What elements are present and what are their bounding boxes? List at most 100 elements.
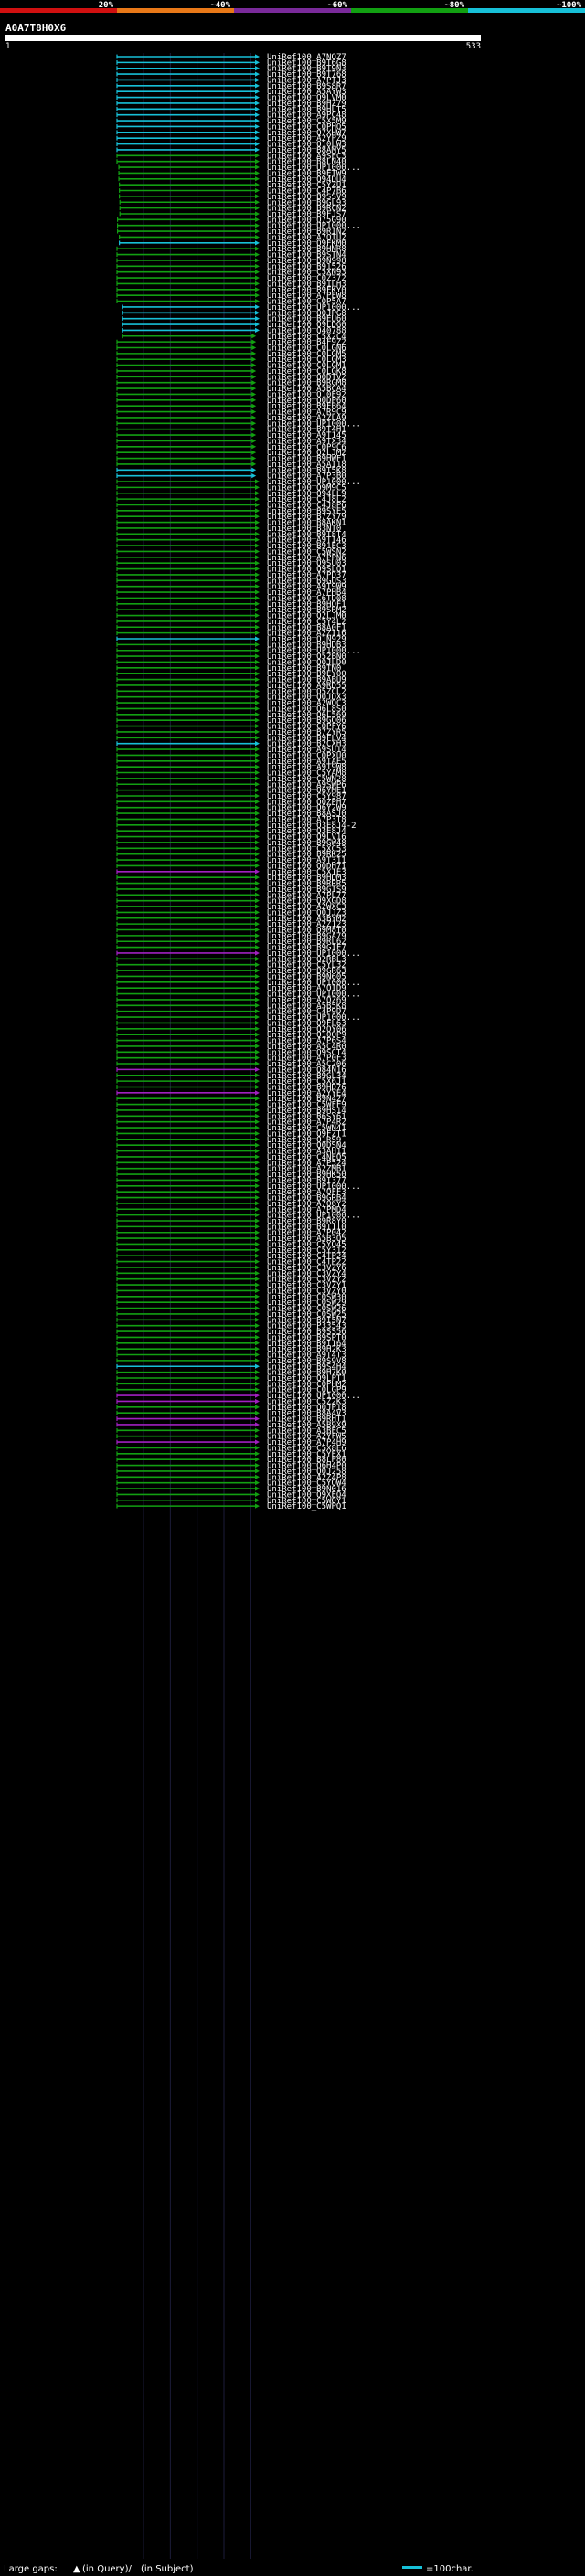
- hit-row[interactable]: UniRef100_A7PL77: [116, 891, 346, 900]
- hit-label[interactable]: UniRef100_B6SY61: [267, 1112, 346, 1121]
- hit-row[interactable]: UniRef100_B9RGM8: [116, 379, 346, 388]
- hit-label[interactable]: UniRef100_Q2RBL3: [267, 955, 346, 964]
- hit-row[interactable]: UniRef100_C5YAM8: [116, 769, 346, 779]
- hit-label[interactable]: UniRef100_UP1000...: [267, 1392, 361, 1401]
- hit-label[interactable]: UniRef100_C0P9C6: [267, 443, 346, 452]
- hit-row[interactable]: UniRef100_B9GRB4: [116, 1194, 346, 1203]
- hit-label[interactable]: UniRef100_Q9M9C5: [267, 483, 346, 493]
- hit-label[interactable]: UniRef100_Q9SLQ1: [267, 566, 346, 575]
- hit-label[interactable]: UniRef100_UP1000...: [267, 222, 361, 231]
- hit-row[interactable]: UniRef100_C5YQ45: [116, 1240, 346, 1249]
- hit-label[interactable]: UniRef100_B9S4H4: [267, 1362, 346, 1372]
- hit-row[interactable]: UniRef100_A5C206: [116, 1060, 346, 1069]
- hit-label[interactable]: UniRef100_B9HOF1: [267, 600, 346, 610]
- hit-row[interactable]: UniRef100_C4J8L2: [116, 495, 346, 504]
- hit-label[interactable]: UniRef100_C5Z2K3: [267, 1397, 346, 1406]
- hit-label[interactable]: UniRef100_Q0JLD0: [267, 658, 346, 667]
- hit-label[interactable]: UniRef100_B9T6G8: [267, 58, 346, 68]
- hit-row[interactable]: UniRef100_Q6YME1: [116, 787, 346, 796]
- hit-row[interactable]: UniRef100_B9HDM3: [116, 874, 346, 883]
- hit-row[interactable]: UniRef100_Q1RS9: [116, 1136, 341, 1145]
- hit-row[interactable]: UniRef100_B8AMY5: [116, 146, 346, 155]
- hit-label[interactable]: UniRef100_A7NQZ7: [267, 53, 346, 62]
- hit-label[interactable]: UniRef100_Q7XHW7: [267, 129, 346, 138]
- hit-row[interactable]: UniRef100_A7P0F3: [116, 1055, 346, 1064]
- hit-label[interactable]: UniRef100_Q0JDX3: [267, 694, 346, 703]
- hit-label[interactable]: UniRef100_C5YQ45: [267, 1240, 346, 1249]
- hit-label[interactable]: UniRef100_B9ABU9: [267, 676, 346, 685]
- hit-row[interactable]: UniRef100_C5X2C4: [122, 333, 346, 342]
- hit-label[interactable]: UniRef100_A9T4T3: [267, 1352, 346, 1361]
- hit-row[interactable]: UniRef100_A2YFW5: [116, 1433, 346, 1442]
- hit-label[interactable]: UniRef100_A5B3Q5: [267, 1235, 346, 1244]
- hit-label[interactable]: UniRef100_B9GRB4: [267, 1194, 346, 1203]
- hit-row[interactable]: UniRef100_C5XN93: [116, 269, 346, 278]
- hit-row[interactable]: UniRef100_C6TD08: [116, 594, 346, 603]
- hit-row[interactable]: UniRef100_C0P5A7: [116, 298, 346, 307]
- hit-row[interactable]: UniRef100_A3BYM2: [116, 915, 346, 924]
- hit-label[interactable]: UniRef100_Q10LW3: [267, 141, 346, 150]
- hit-row[interactable]: UniRef100_Q3E8J4: [116, 827, 346, 836]
- hit-row[interactable]: UniRef100_B91526: [116, 262, 346, 271]
- hit-row[interactable]: UniRef100_B9N605: [116, 972, 346, 981]
- hit-label[interactable]: UniRef100_A2WXC3: [267, 903, 346, 912]
- hit-label[interactable]: UniRef100_C5X2C4: [267, 333, 346, 342]
- hit-label[interactable]: UniRef100_Q6H4P0: [267, 1462, 346, 1471]
- hit-row[interactable]: UniRef100_B9GQ06: [116, 716, 346, 726]
- hit-row[interactable]: UniRef100_A9TI46: [116, 536, 346, 546]
- hit-label[interactable]: UniRef100_C5YEX1: [267, 1450, 346, 1459]
- hit-label[interactable]: UniRef100_C0PHQ5: [267, 122, 346, 132]
- hit-row[interactable]: UniRef100_C4P7B6: [119, 187, 346, 196]
- hit-label[interactable]: UniRef100_UP1000...: [267, 991, 361, 1000]
- hit-row[interactable]: UniRef100_B9GIF7: [116, 944, 346, 953]
- hit-row[interactable]: UniRef100_B9STN4: [116, 251, 346, 260]
- hit-row[interactable]: UniRef100_UP1000...: [116, 991, 361, 1000]
- hit-row[interactable]: UniRef100_Q9XGD8: [116, 897, 346, 906]
- hit-row[interactable]: UniRef100_A5AI18: [116, 461, 346, 470]
- hit-row[interactable]: UniRef100_A9TX34: [116, 437, 346, 446]
- hit-row[interactable]: UniRef100_A7R9C9: [116, 408, 346, 418]
- hit-row[interactable]: UniRef100_Q84N16: [116, 1065, 346, 1075]
- hit-label[interactable]: UniRef100_B8AMY5: [267, 146, 346, 155]
- hit-label[interactable]: UniRef100_A2YFW5: [267, 1433, 346, 1442]
- hit-row[interactable]: UniRef100_A7P524: [116, 1159, 346, 1168]
- hit-row[interactable]: UniRef100_Q94LL9: [116, 490, 346, 499]
- hit-row[interactable]: UniRef100_B9RL62: [116, 938, 346, 947]
- hit-label[interactable]: UniRef100_B4F9Z2: [267, 338, 346, 347]
- hit-row[interactable]: UniRef100_B9ETW9: [118, 169, 346, 178]
- hit-label[interactable]: UniRef100_A2YYE4: [267, 1089, 346, 1098]
- hit-label[interactable]: UniRef100_C3VZY6: [267, 1264, 346, 1273]
- hit-row[interactable]: UniRef100_Q0JPG8: [122, 309, 346, 318]
- hit-label[interactable]: UniRef100_Q9FKM0: [267, 239, 346, 249]
- hit-row[interactable]: UniRef100_B91LH3: [116, 280, 346, 289]
- hit-label[interactable]: UniRef100_B9HD76: [267, 1083, 346, 1092]
- hit-label[interactable]: UniRef100_A7P3T8: [267, 815, 346, 824]
- hit-label[interactable]: UniRef100_B9I164: [267, 1340, 346, 1349]
- hit-row[interactable]: UniRef100_Q9LDG0: [122, 321, 346, 330]
- hit-row[interactable]: UniRef100_C5X1E3: [116, 868, 346, 877]
- hit-label[interactable]: UniRef100_B9SRM2: [267, 606, 346, 615]
- hit-label[interactable]: UniRef100_Q9FL63: [267, 1019, 346, 1028]
- hit-label[interactable]: UniRef100_B8AKN1: [267, 519, 346, 528]
- hit-label[interactable]: UniRef100_B9RIN2: [267, 228, 346, 237]
- hit-label[interactable]: UniRef100_Q84N16: [267, 1065, 346, 1075]
- hit-label[interactable]: UniRef100_Q10QP9: [267, 1031, 346, 1040]
- hit-row[interactable]: UniRef100_C5Y987: [116, 792, 346, 801]
- hit-row[interactable]: UniRef100_A2YYE4: [116, 1089, 346, 1098]
- hit-label[interactable]: UniRef100_C0LGP9: [267, 1386, 346, 1395]
- hit-row[interactable]: UniRef100_B9S9V8: [116, 1357, 346, 1366]
- hit-label[interactable]: UniRef100_Q5ZCL2: [267, 687, 346, 696]
- hit-row[interactable]: UniRef100_Q9M9C5: [116, 483, 346, 493]
- hit-label[interactable]: UniRef100_UP1000...: [267, 647, 361, 656]
- hit-label[interactable]: UniRef100_B9GIF7: [267, 944, 346, 953]
- hit-row[interactable]: UniRef100_B9RRR5: [116, 880, 346, 889]
- hit-label[interactable]: UniRef100_UP1000...: [267, 478, 361, 487]
- hit-row[interactable]: UniRef100_Q9LV16: [116, 833, 346, 843]
- hit-row[interactable]: UniRef100_B9FLV4: [116, 734, 346, 743]
- hit-label[interactable]: UniRef100_C0LGM1: [267, 362, 346, 371]
- hit-row[interactable]: UniRef100_A9T311: [116, 856, 346, 865]
- hit-label[interactable]: UniRef100_C3VZY4: [267, 1269, 346, 1278]
- hit-row[interactable]: UniRef100_A7P3B0: [116, 472, 346, 482]
- hit-row[interactable]: UniRef100_C0LGM1: [116, 362, 346, 371]
- hit-row[interactable]: UniRef100_B9H2K3: [116, 1345, 346, 1354]
